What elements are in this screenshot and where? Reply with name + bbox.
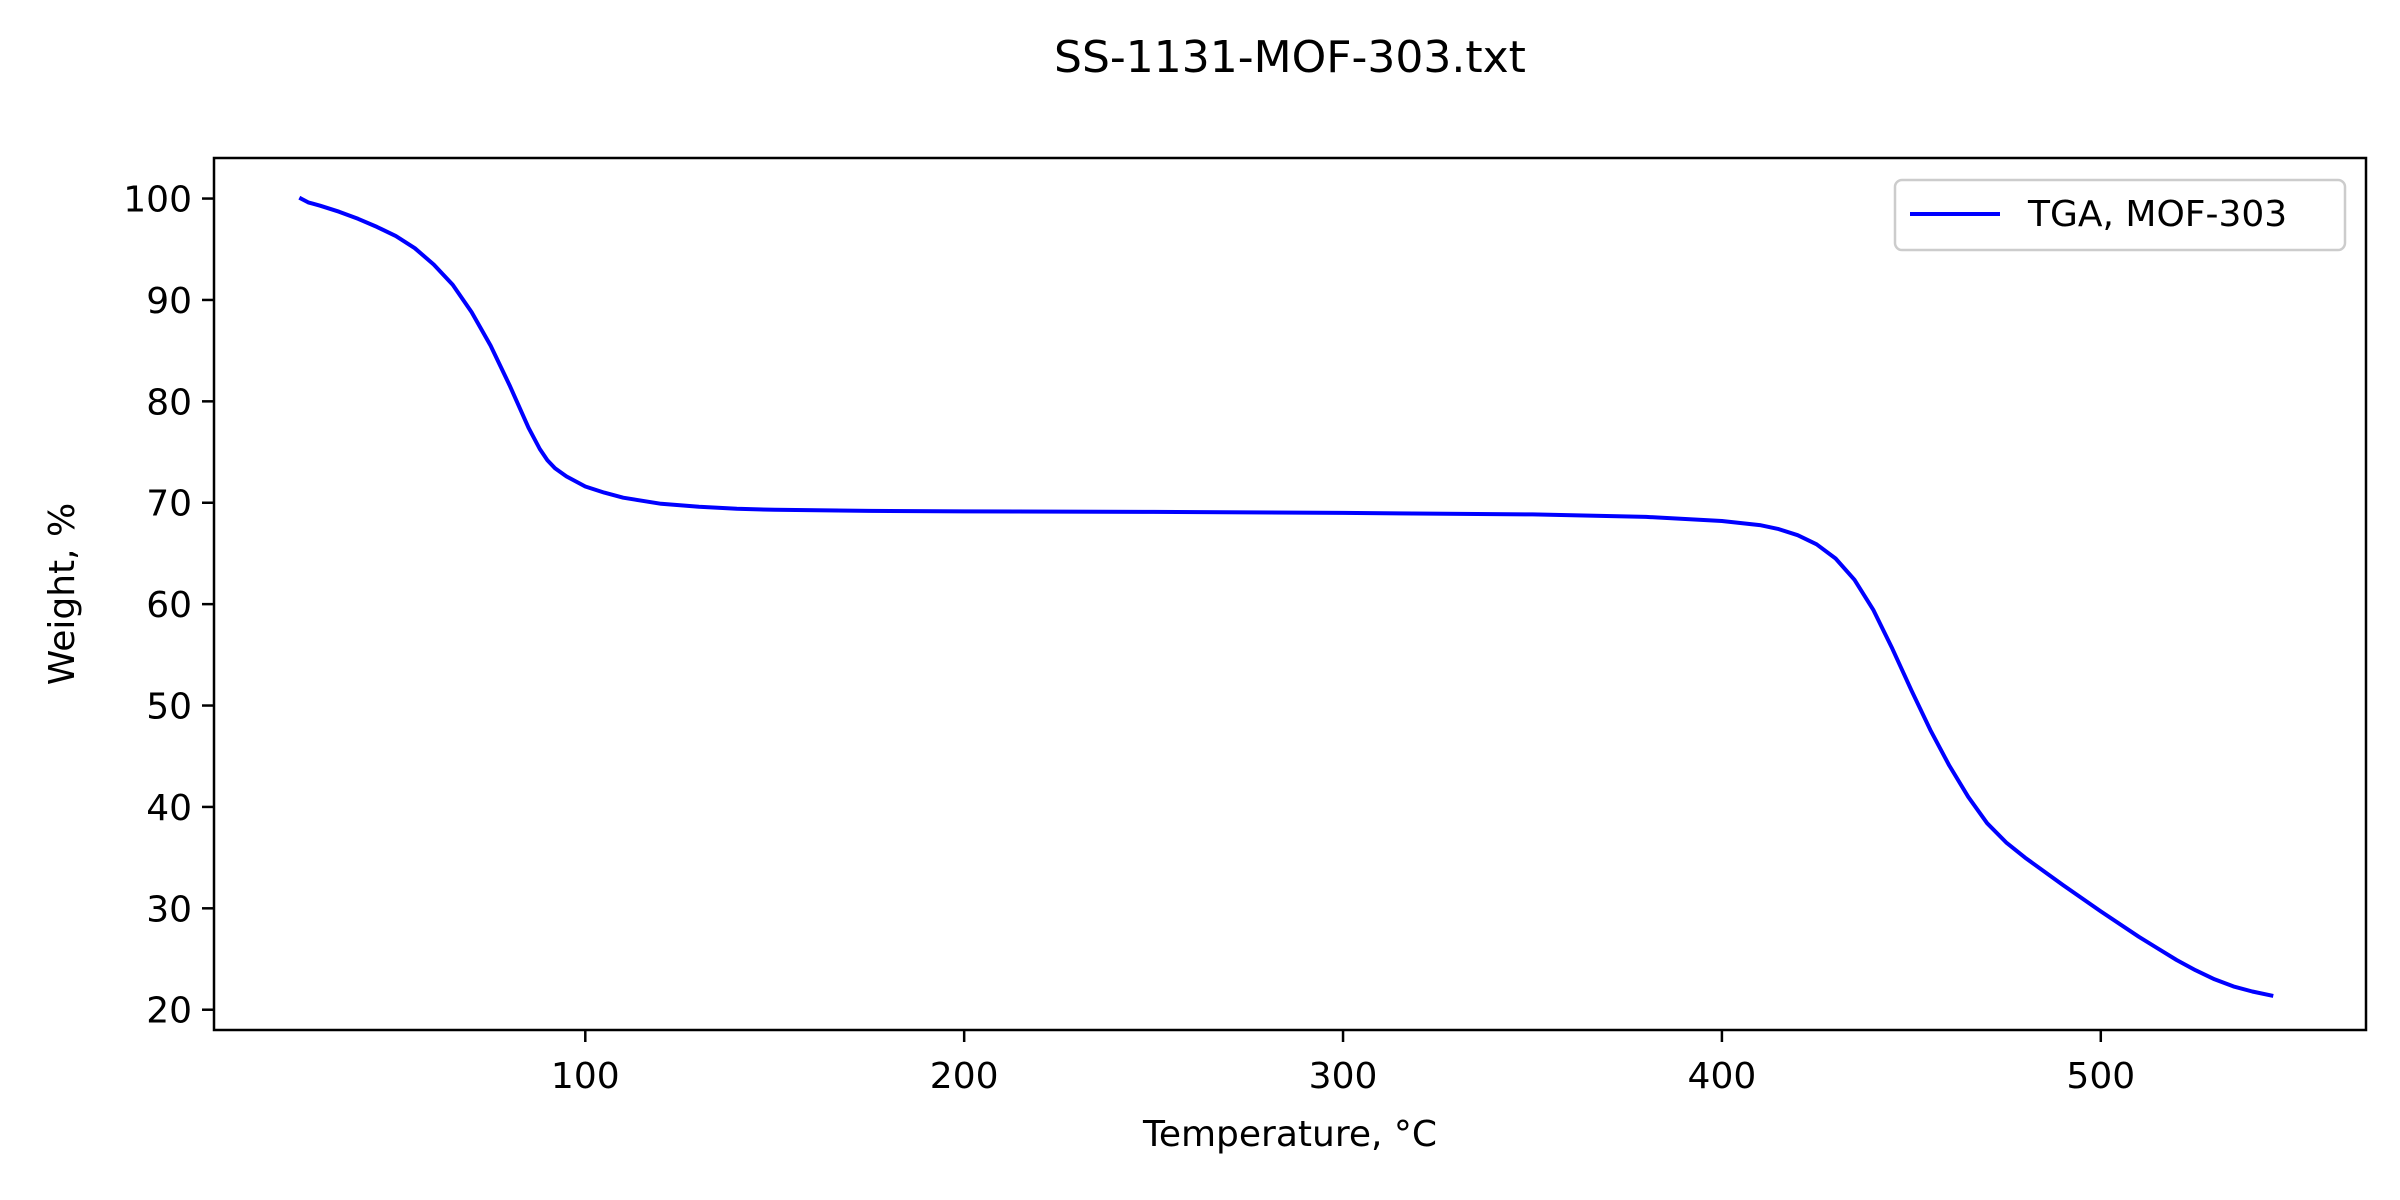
x-tick-label: 100 bbox=[551, 1056, 620, 1097]
y-tick-label: 100 bbox=[123, 180, 192, 221]
x-tick-label: 200 bbox=[930, 1056, 999, 1097]
x-axis-label: Temperature, °C bbox=[1142, 1114, 1437, 1155]
series-layer bbox=[298, 195, 2274, 998]
y-tick-label: 70 bbox=[146, 484, 192, 525]
legend: TGA, MOF-303 bbox=[1893, 178, 2347, 252]
x-tick-label: 500 bbox=[2066, 1056, 2135, 1097]
x-tick-label: 300 bbox=[1309, 1056, 1378, 1097]
y-axis-label: Weight, % bbox=[42, 503, 83, 686]
y-tick-label: 80 bbox=[146, 382, 192, 423]
legend-box bbox=[1893, 178, 2347, 252]
chart-title: SS-1131-MOF-303.txt bbox=[1054, 32, 1526, 83]
y-tick-label: 30 bbox=[146, 889, 192, 930]
y-axis-ticks: 20 30 40 50 60 70 80 90 100 bbox=[123, 180, 214, 1032]
y-tick-label: 50 bbox=[146, 687, 192, 728]
legend-label: TGA, MOF-303 bbox=[2027, 194, 2287, 235]
plot-frame bbox=[212, 156, 2368, 1032]
plot-area: 100 200 300 400 500 20 30 40 50 60 70 80 90 100 bbox=[123, 156, 2368, 1097]
y-tick-label: 90 bbox=[146, 281, 192, 322]
x-axis-ticks: 100 200 300 400 500 bbox=[551, 1030, 2135, 1097]
series-line-tga-mof-303 bbox=[298, 195, 2274, 998]
y-tick-label: 60 bbox=[146, 585, 192, 626]
x-tick-label: 400 bbox=[1688, 1056, 1757, 1097]
y-tick-label: 40 bbox=[146, 788, 192, 829]
y-tick-label: 20 bbox=[146, 991, 192, 1032]
